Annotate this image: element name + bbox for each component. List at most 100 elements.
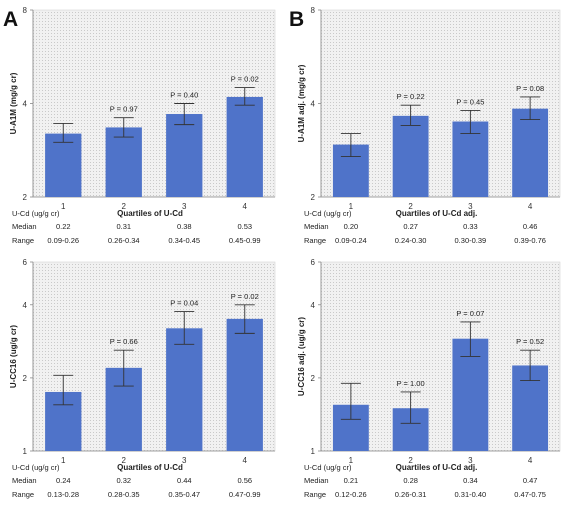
chart-panel-2: B 2 4 8 U-A1M adj. (mg/g cr) 1 0.20 0.09-0.24 P …	[289, 6, 561, 245]
y-tick-label: 4	[23, 301, 28, 310]
median-value: 0.21	[344, 476, 359, 485]
y-axis-label: U-A1M (mg/g cr)	[9, 72, 18, 134]
bar-q4	[226, 318, 263, 451]
chart-panel-3: 1 2 4 6 U-CC16 (ug/g cr) 1 0.24 0.13-0.28 P = 0.…	[9, 258, 276, 499]
x-axis-label: Quartiles of U-Cd	[117, 209, 183, 218]
median-value: 0.34	[463, 476, 478, 485]
p-value-label: P = 0.45	[456, 97, 484, 106]
range-value: 0.28-0.35	[108, 490, 140, 499]
y-tick-label: 6	[23, 258, 28, 267]
y-tick-label: 2	[311, 374, 316, 383]
y-axis-label: U-CC16 (ug/g cr)	[9, 325, 18, 388]
y-axis-label: U-CC16 adj. (ug/g cr)	[297, 317, 306, 396]
range-value: 0.09-0.24	[335, 236, 367, 245]
bar-q2	[105, 127, 142, 197]
y-tick-label: 6	[311, 258, 316, 267]
y-tick-label: 4	[311, 100, 316, 109]
range-value: 0.35-0.47	[168, 490, 200, 499]
median-row-label: Median	[12, 476, 37, 485]
x-tick-label: 1	[61, 456, 66, 465]
p-value-label: P = 0.02	[231, 292, 259, 301]
x-tick-label: 4	[528, 202, 533, 211]
median-value: 0.31	[116, 222, 131, 231]
median-value: 0.27	[403, 222, 418, 231]
p-value-label: P = 0.04	[170, 299, 198, 308]
x-tick-label: 1	[61, 202, 66, 211]
row-label-ucd: U-Cd (ug/g cr)	[12, 209, 60, 218]
x-tick-label: 2	[408, 202, 413, 211]
median-value: 0.44	[177, 476, 192, 485]
median-value: 0.24	[56, 476, 71, 485]
range-value: 0.39-0.76	[514, 236, 546, 245]
range-row-label: Range	[12, 490, 34, 499]
p-value-label: P = 1.00	[397, 379, 425, 388]
p-value-label: P = 0.02	[231, 75, 259, 84]
p-value-label: P = 0.97	[110, 105, 138, 114]
y-tick-label: 8	[311, 6, 316, 15]
bar-q1	[45, 133, 82, 197]
range-row-label: Range	[304, 236, 326, 245]
x-tick-label: 3	[182, 456, 187, 465]
row-label-ucd: U-Cd (ug/g cr)	[12, 463, 60, 472]
median-value: 0.33	[463, 222, 478, 231]
median-value: 0.46	[523, 222, 538, 231]
median-value: 0.56	[237, 476, 252, 485]
y-axis-label: U-A1M adj. (mg/g cr)	[297, 64, 306, 142]
bar-q4	[512, 108, 549, 197]
y-tick-label: 8	[23, 6, 28, 15]
median-value: 0.47	[523, 476, 538, 485]
range-value: 0.47-0.99	[229, 490, 261, 499]
median-value: 0.28	[403, 476, 418, 485]
bar-q3	[452, 338, 489, 451]
row-label-ucd: U-Cd (ug/g cr)	[304, 209, 352, 218]
range-value: 0.34-0.45	[168, 236, 200, 245]
range-value: 0.24-0.30	[395, 236, 427, 245]
y-tick-label: 4	[23, 100, 28, 109]
x-tick-label: 1	[349, 202, 354, 211]
y-tick-label: 2	[23, 374, 28, 383]
chart-panel-1: A 2 4 8 U-A1M (mg/g cr) 1 0.22 0.09-0.26 P = 0.9…	[3, 6, 276, 245]
panel-letter: B	[289, 8, 304, 31]
range-value: 0.30-0.39	[455, 236, 487, 245]
p-value-label: P = 0.66	[110, 337, 138, 346]
x-tick-label: 2	[408, 456, 413, 465]
x-axis-label: Quartiles of U-Cd adj.	[396, 463, 478, 472]
p-value-label: P = 0.40	[170, 91, 198, 100]
x-tick-label: 4	[243, 456, 248, 465]
median-value: 0.20	[344, 222, 359, 231]
bar-q3	[166, 328, 203, 451]
range-value: 0.13-0.28	[47, 490, 79, 499]
x-tick-label: 4	[528, 456, 533, 465]
x-tick-label: 3	[182, 202, 187, 211]
y-tick-label: 2	[311, 193, 316, 202]
median-row-label: Median	[304, 222, 329, 231]
range-value: 0.31-0.40	[455, 490, 487, 499]
y-tick-label: 2	[23, 193, 28, 202]
x-tick-label: 1	[349, 456, 354, 465]
x-tick-label: 4	[243, 202, 248, 211]
x-axis-label: Quartiles of U-Cd	[117, 463, 183, 472]
bar-q3	[166, 114, 203, 197]
p-value-label: P = 0.52	[516, 337, 544, 346]
median-row-label: Median	[12, 222, 37, 231]
median-value: 0.38	[177, 222, 192, 231]
range-value: 0.47-0.75	[514, 490, 546, 499]
x-tick-label: 3	[468, 202, 473, 211]
chart-panel-4: 1 2 4 6 U-CC16 adj. (ug/g cr) 1 0.21 0.12-0.26 P…	[297, 258, 561, 499]
range-value: 0.45-0.99	[229, 236, 261, 245]
range-value: 0.26-0.31	[395, 490, 427, 499]
range-value: 0.26-0.34	[108, 236, 140, 245]
panel-letter: A	[3, 8, 18, 31]
bar-q3	[452, 121, 489, 197]
y-tick-label: 1	[311, 447, 316, 456]
y-tick-label: 4	[311, 301, 316, 310]
y-tick-label: 1	[23, 447, 28, 456]
range-value: 0.09-0.26	[47, 236, 79, 245]
p-value-label: P = 0.08	[516, 84, 544, 93]
median-value: 0.53	[237, 222, 252, 231]
range-row-label: Range	[304, 490, 326, 499]
p-value-label: P = 0.07	[456, 309, 484, 318]
median-row-label: Median	[304, 476, 329, 485]
x-tick-label: 2	[122, 202, 127, 211]
